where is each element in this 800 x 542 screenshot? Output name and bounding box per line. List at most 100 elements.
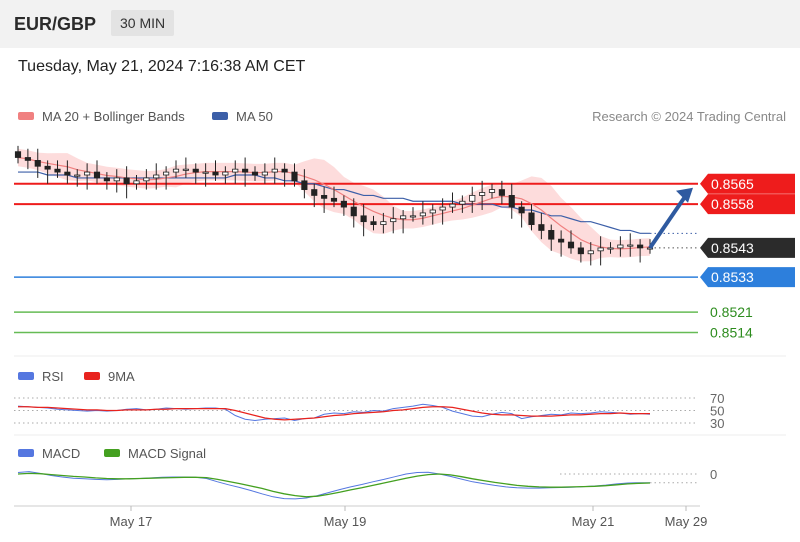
- candle: [459, 200, 466, 205]
- candle: [281, 168, 288, 173]
- price-label: 0.8521: [710, 304, 753, 320]
- candle: [301, 180, 308, 190]
- legend-9ma: 9MA: [108, 369, 135, 384]
- candle: [380, 221, 387, 225]
- candle: [577, 247, 584, 255]
- candle: [84, 171, 91, 176]
- candle: [538, 224, 545, 231]
- forecast-arrow: [648, 192, 689, 250]
- candle: [93, 171, 101, 179]
- candle: [34, 160, 41, 167]
- candle: [597, 247, 604, 252]
- price-label: 0.8514: [710, 325, 753, 341]
- macd-line: [17, 471, 650, 500]
- header-bar: EUR/GBP 30 MIN: [0, 0, 800, 48]
- x-tick-label: May 17: [110, 514, 153, 529]
- macd-pane: 0: [17, 467, 717, 500]
- candle: [607, 247, 614, 250]
- candle: [350, 206, 357, 217]
- candle: [74, 174, 81, 177]
- support-tag: [700, 267, 795, 288]
- candle: [242, 168, 249, 173]
- candle: [330, 197, 338, 202]
- legend-macd-swatch: [18, 449, 34, 457]
- price-label: 0.8558: [711, 196, 754, 212]
- candle: [192, 168, 199, 173]
- candle: [182, 168, 189, 171]
- candle: [172, 168, 180, 173]
- legend-ma50: MA 50: [236, 109, 273, 124]
- candle: [400, 215, 407, 220]
- candle: [24, 157, 31, 161]
- candle: [311, 189, 318, 196]
- candle: [439, 206, 446, 211]
- price-label: 0.8533: [711, 269, 754, 285]
- candle: [212, 171, 219, 176]
- candle: [409, 215, 417, 218]
- candle: [321, 195, 328, 199]
- candle: [627, 244, 634, 247]
- rsi-tick-label: 50: [710, 404, 724, 419]
- legend-rsi-swatch: [18, 372, 34, 380]
- legend-rsi: RSI: [42, 369, 64, 384]
- candle: [498, 189, 505, 196]
- current-price-tag: [700, 237, 795, 258]
- legend-macd-signal: MACD Signal: [128, 446, 206, 461]
- legend-ma20-swatch: [18, 112, 34, 120]
- candle: [44, 165, 51, 170]
- rsi-9ma-line: [18, 406, 650, 421]
- candle: [251, 171, 259, 176]
- candle: [567, 241, 575, 249]
- candle: [113, 177, 120, 182]
- legend-macd: MACD: [42, 446, 80, 461]
- candle: [232, 168, 239, 173]
- candle: [548, 230, 555, 240]
- x-tick-label: May 21: [572, 514, 615, 529]
- candle: [637, 244, 644, 249]
- price-label: 0.8543: [711, 240, 754, 256]
- legend-macd-signal-swatch: [104, 449, 120, 457]
- candle: [64, 171, 71, 176]
- candle: [202, 171, 209, 174]
- price-pane: 0.8565 0.8558 0.8543 0.8533 0.8521 0.8514: [14, 145, 795, 341]
- rsi-line: [17, 403, 651, 422]
- candle: [528, 212, 535, 225]
- x-tick-label: May 29: [665, 514, 708, 529]
- rsi-tick-label: 70: [710, 391, 724, 406]
- candle: [222, 171, 229, 176]
- candle: [558, 238, 565, 243]
- candle: [143, 177, 150, 182]
- candle: [291, 171, 298, 182]
- symbol-title: EUR/GBP: [14, 14, 97, 34]
- candle: [153, 174, 160, 179]
- candle: [587, 250, 594, 255]
- candle: [123, 177, 130, 185]
- attribution: Research © 2024 Trading Central: [592, 109, 786, 124]
- resistance-tag: [700, 173, 795, 194]
- candle: [617, 244, 624, 249]
- macd-signal-line: [17, 472, 651, 498]
- x-axis-ticks: May 17 May 19 May 21 May 29: [110, 506, 708, 529]
- candle: [390, 218, 397, 223]
- candle: [469, 195, 476, 202]
- timestamp: Tuesday, May 21, 2024 7:16:38 AM CET: [18, 58, 306, 75]
- candle: [163, 171, 170, 176]
- candle: [271, 168, 278, 173]
- candle: [449, 203, 456, 208]
- candle: [518, 206, 525, 214]
- candle: [14, 151, 22, 158]
- candle: [54, 168, 61, 173]
- forecast-arrowhead: [676, 187, 693, 203]
- candle: [488, 189, 496, 193]
- timeframe-badge[interactable]: 30 MIN: [111, 10, 175, 36]
- candle: [419, 212, 426, 217]
- candle: [133, 180, 140, 185]
- candle: [261, 171, 268, 176]
- legend-ma20: MA 20 + Bollinger Bands: [42, 109, 185, 124]
- legend-9ma-swatch: [84, 372, 100, 380]
- candle: [429, 209, 436, 214]
- candle: [479, 192, 486, 196]
- x-tick-label: May 19: [324, 514, 367, 529]
